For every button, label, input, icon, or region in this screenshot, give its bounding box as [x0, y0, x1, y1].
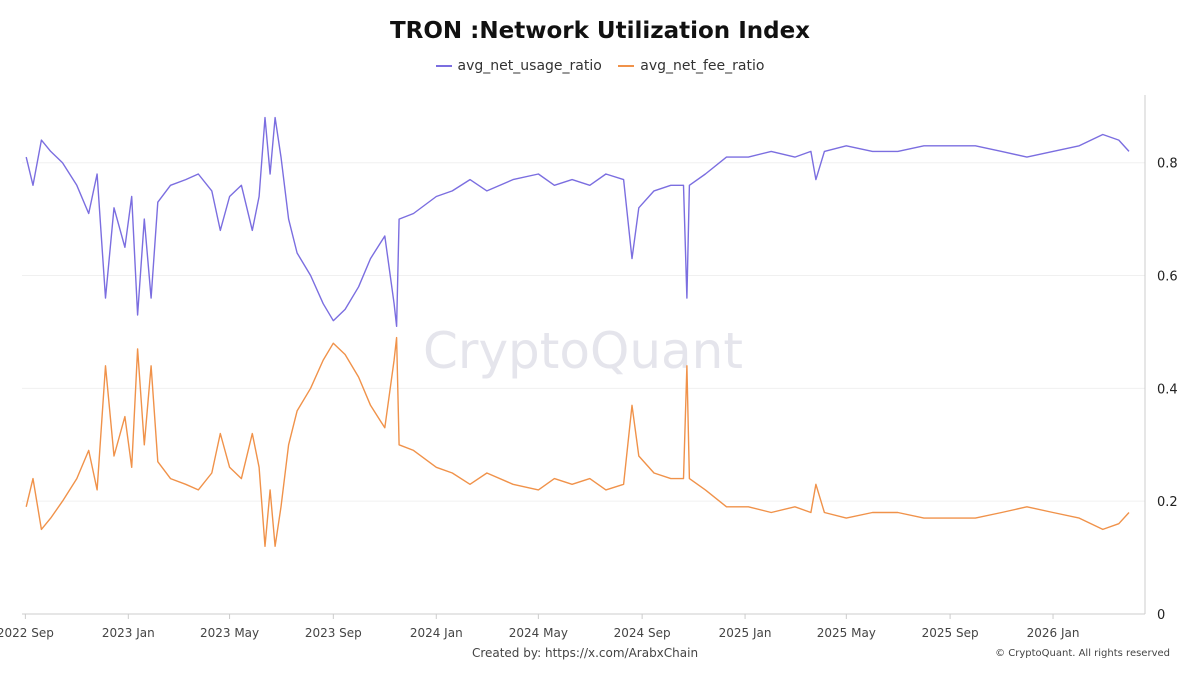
y-tick-label: 0	[1157, 608, 1165, 623]
legend-label-usage: avg_net_usage_ratio	[457, 58, 602, 74]
legend-swatch-fee	[618, 65, 635, 67]
legend-label-fee: avg_net_fee_ratio	[640, 58, 765, 74]
x-tick-label: 2025 Jan	[719, 626, 772, 640]
chart-title: TRON :Network Utilization Index	[389, 18, 811, 44]
x-tick-label: 2023 Sep	[305, 626, 362, 640]
axes	[22, 95, 1146, 615]
footer-credit: Created by: https://x.com/ArabxChain	[0, 646, 1170, 660]
series-line-0	[25, 116, 1130, 327]
x-tick-label: 2022 Sep	[0, 626, 54, 640]
x-tick-labels: 2022 Sep 2023 Jan 2023 May 2023 Sep 2024 Jan…	[0, 614, 1079, 640]
x-tick-label: 2025 May	[817, 626, 876, 640]
grid-lines	[22, 162, 1145, 502]
y-tick-label: 0.2	[1157, 495, 1178, 510]
y-tick-labels: 0 0.2 0.4 0.6 0.8	[1157, 157, 1178, 623]
copyright-notice: © CryptoQuant. All rights reserved	[995, 648, 1170, 659]
x-tick-label: 2024 May	[509, 626, 568, 640]
legend-item-usage[interactable]: avg_net_usage_ratio	[435, 58, 602, 74]
x-tick-label: 2024 Sep	[614, 626, 671, 640]
series-line-1	[25, 336, 1130, 547]
legend-item-fee[interactable]: avg_net_fee_ratio	[618, 58, 764, 74]
series-lines	[25, 116, 1130, 547]
x-tick-label: 2025 Sep	[922, 626, 979, 640]
created-by-link[interactable]: https://x.com/ArabxChain	[544, 646, 699, 660]
y-tick-label: 0.4	[1157, 382, 1178, 397]
x-tick-label: 2023 Jan	[102, 626, 155, 640]
legend-swatch-usage	[435, 65, 452, 67]
y-tick-label: 0.8	[1157, 157, 1178, 172]
chart-legend: avg_net_usage_ratio avg_net_fee_ratio	[0, 58, 1200, 74]
x-tick-label: 2024 Jan	[410, 626, 463, 640]
x-tick-label: 2026 Jan	[1027, 626, 1080, 640]
y-tick-label: 0.6	[1157, 270, 1178, 285]
created-by-label: Created by:	[471, 646, 542, 660]
x-tick-label: 2023 May	[200, 626, 259, 640]
